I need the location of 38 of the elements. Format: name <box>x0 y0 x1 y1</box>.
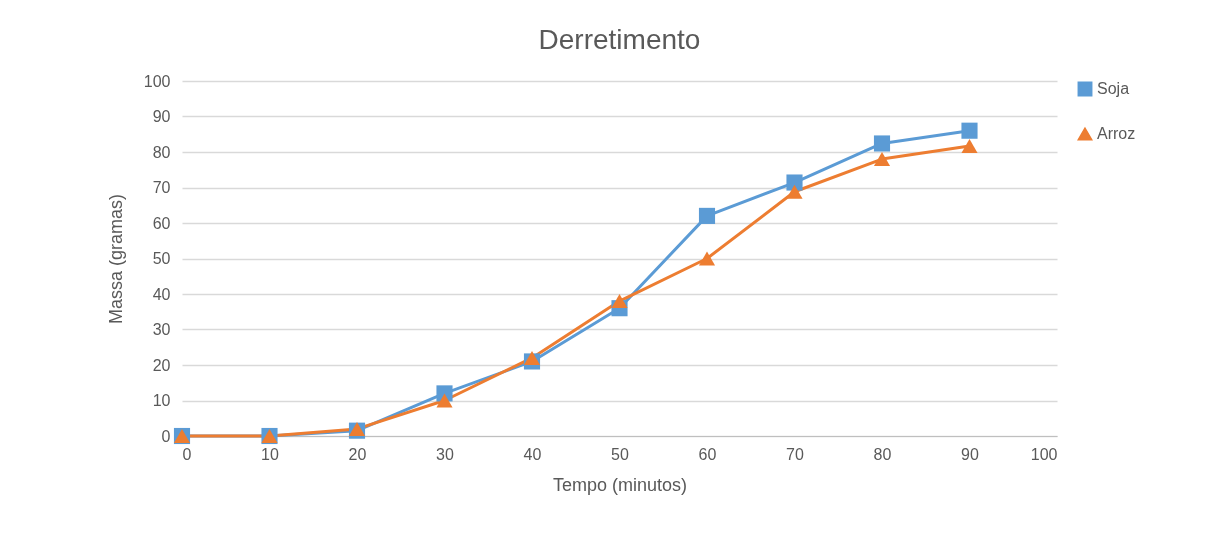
point <box>786 184 803 199</box>
y-tick-label: 50 <box>152 250 171 267</box>
x-tick-label: 70 <box>786 445 804 463</box>
x-tick-label: 20 <box>348 445 367 463</box>
y-tick-label: 0 <box>161 427 171 445</box>
x-tick-label: 90 <box>961 445 979 463</box>
x-tick-label: 60 <box>698 445 717 463</box>
legend-label: Soja <box>1097 80 1130 97</box>
x-axis-title: Tempo (minutos) <box>552 474 688 495</box>
x-tick-label: 100 <box>1030 445 1058 463</box>
x-tick-label: 30 <box>436 445 454 463</box>
y-tick-label: 10 <box>152 392 171 409</box>
x-tick-label: 50 <box>611 445 629 463</box>
y-axis-title: Massa (gramas) <box>105 193 126 325</box>
y-tick-label: 80 <box>152 143 171 161</box>
y-tick-label: 20 <box>152 356 171 374</box>
y-tick-label: 60 <box>152 214 171 232</box>
y-tick-label: 30 <box>152 321 171 338</box>
point <box>961 122 978 139</box>
y-tick-label: 40 <box>152 285 171 303</box>
point <box>436 393 453 408</box>
x-tick-label: 80 <box>873 445 892 463</box>
x-tick-label: 10 <box>261 445 279 463</box>
x-tick-label: 0 <box>182 445 192 463</box>
y-tick-label: 100 <box>143 72 171 90</box>
chart-title: Derretimento <box>538 24 701 55</box>
point <box>698 207 716 224</box>
point <box>961 138 978 153</box>
point <box>523 350 541 365</box>
y-tick-label: 90 <box>152 108 171 125</box>
point <box>873 152 891 167</box>
point <box>698 251 716 266</box>
point <box>786 174 803 191</box>
x-tick-label: 40 <box>523 445 542 463</box>
legend-label: Arroz <box>1097 125 1136 142</box>
point <box>873 135 891 152</box>
y-tick-label: 70 <box>152 179 171 196</box>
point <box>611 294 628 309</box>
